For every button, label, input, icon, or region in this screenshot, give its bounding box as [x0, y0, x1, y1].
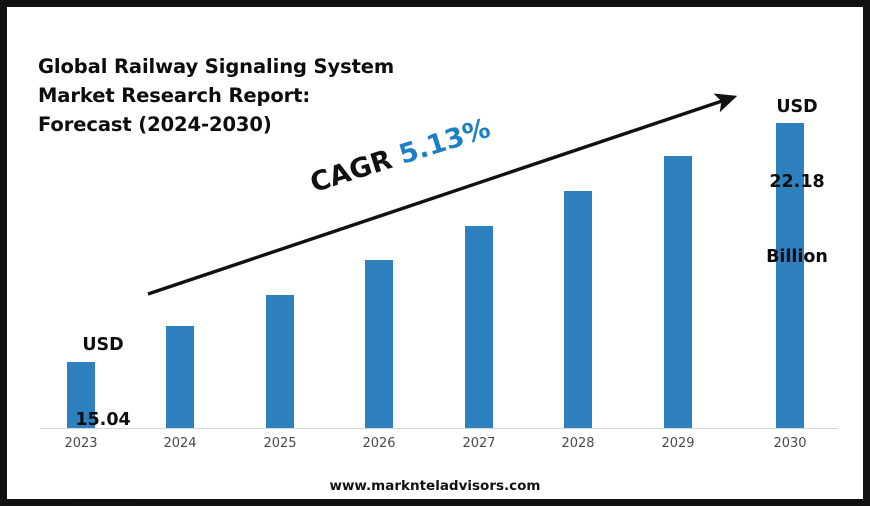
footer-bar — [7, 466, 863, 499]
bar-2029 — [664, 156, 692, 428]
callout-left-line-2: 15.04 — [75, 410, 131, 430]
callout-end-value: USD 22.18 Billion — [742, 45, 852, 320]
title-line-1: Global Railway Signaling System — [38, 55, 395, 78]
bar-2030 — [776, 123, 804, 428]
x-tick-2026: 2026 — [362, 436, 396, 451]
bar-2027 — [465, 226, 493, 428]
bar-2025 — [266, 295, 294, 428]
callout-right-line-1: USD — [776, 97, 818, 117]
x-tick-2030: 2030 — [773, 436, 807, 451]
footer-url: www.marknteladvisors.com — [329, 478, 541, 494]
bar-2024 — [166, 326, 194, 428]
callout-right-line-2: 22.18 — [769, 172, 825, 192]
x-tick-2025: 2025 — [263, 436, 297, 451]
callout-right-line-3: Billion — [766, 247, 828, 267]
x-tick-2023: 2023 — [64, 436, 98, 451]
x-axis-line — [40, 428, 838, 429]
x-tick-2027: 2027 — [462, 436, 496, 451]
x-tick-2028: 2028 — [561, 436, 595, 451]
callout-left-line-1: USD — [82, 335, 124, 355]
bar-2028 — [564, 191, 592, 428]
x-tick-2024: 2024 — [163, 436, 197, 451]
bar-2023 — [67, 362, 95, 428]
bar-2026 — [365, 260, 393, 428]
x-tick-2029: 2029 — [661, 436, 695, 451]
